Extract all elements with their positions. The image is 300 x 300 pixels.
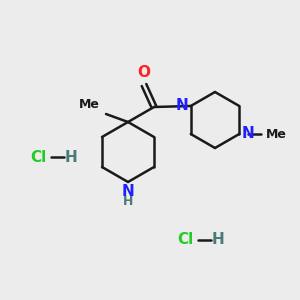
Text: H: H: [123, 195, 133, 208]
Text: Me: Me: [79, 98, 100, 111]
Text: N: N: [241, 127, 254, 142]
Text: H: H: [64, 149, 77, 164]
Text: N: N: [122, 184, 134, 199]
Text: Me: Me: [266, 128, 287, 140]
Text: Cl: Cl: [177, 232, 193, 247]
Text: Cl: Cl: [30, 149, 46, 164]
Text: N: N: [176, 98, 189, 113]
Text: O: O: [137, 65, 151, 80]
Text: H: H: [212, 232, 224, 247]
